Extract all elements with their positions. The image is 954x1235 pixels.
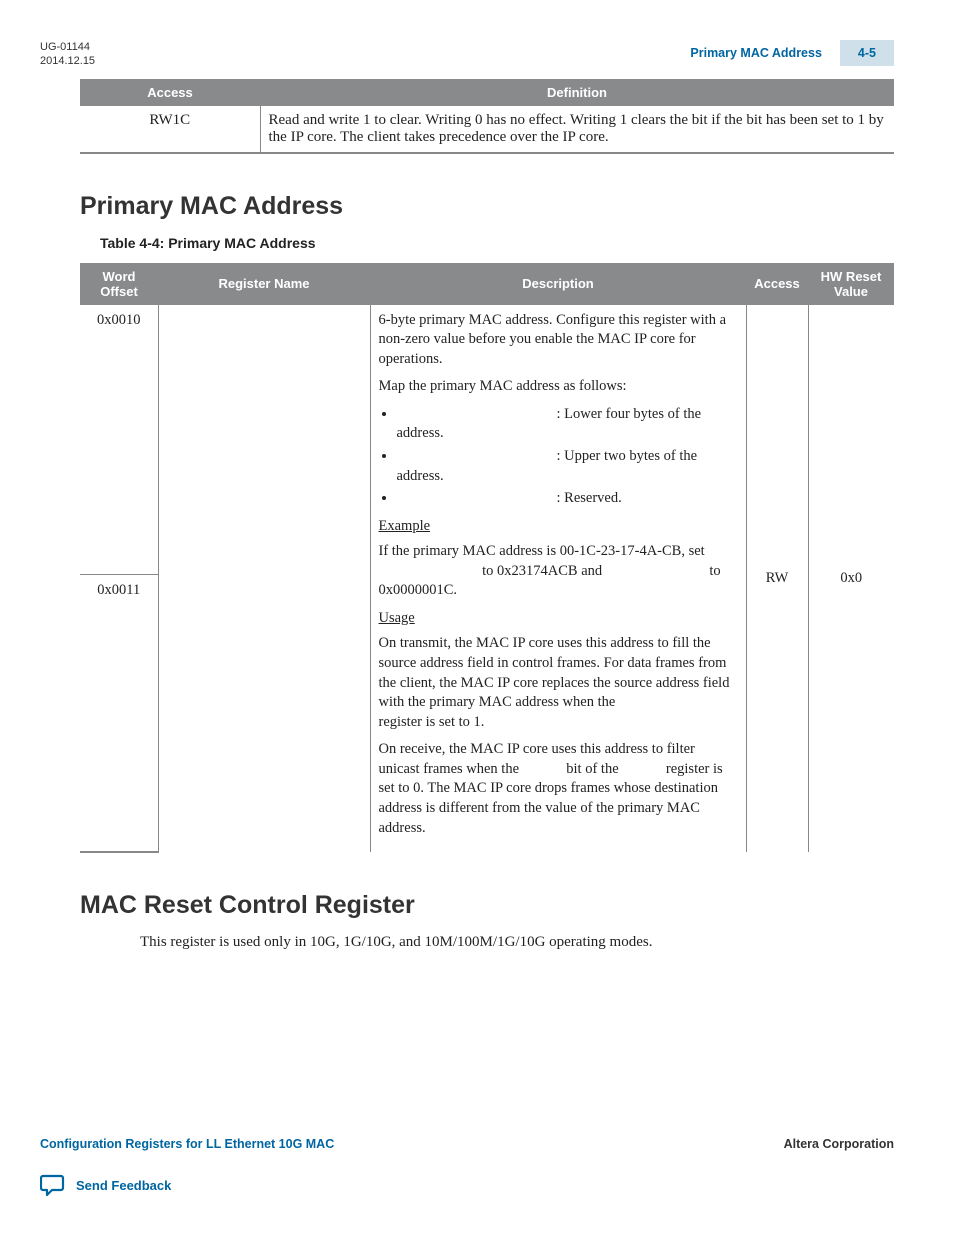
col-description: Description bbox=[370, 263, 746, 305]
col-register-name: Register Name bbox=[158, 263, 370, 305]
cell-definition: Read and write 1 to clear. Writing 0 has… bbox=[260, 106, 894, 153]
doc-date: 2014.12.15 bbox=[40, 54, 95, 68]
header-section-title: Primary MAC Address bbox=[690, 46, 822, 60]
footer-left[interactable]: Configuration Registers for LL Ethernet … bbox=[40, 1137, 334, 1151]
send-feedback-link[interactable]: Send Feedback bbox=[40, 1173, 894, 1197]
desc-list: : Lower four bytes of the address. : Upp… bbox=[379, 405, 738, 509]
usage-p1: On transmit, the MAC IP core uses this a… bbox=[379, 634, 738, 732]
page-number: 4-5 bbox=[840, 40, 894, 66]
cell-reset: 0x0 bbox=[808, 305, 894, 853]
mac-reset-body: This register is used only in 10G, 1G/10… bbox=[140, 934, 894, 951]
desc-p1: 6-byte primary MAC address. Configure th… bbox=[379, 311, 738, 370]
table-caption: Table 4-4: Primary MAC Address bbox=[100, 235, 894, 251]
cell-description: 6-byte primary MAC address. Configure th… bbox=[370, 305, 746, 853]
col-access: Access bbox=[80, 79, 260, 106]
page-header: UG-01144 2014.12.15 Primary MAC Address … bbox=[40, 40, 894, 69]
page-footer: Configuration Registers for LL Ethernet … bbox=[40, 1137, 894, 1197]
col-access: Access bbox=[746, 263, 808, 305]
primary-mac-table: Word Offset Register Name Description Ac… bbox=[80, 263, 894, 854]
desc-p2: Map the primary MAC address as follows: bbox=[379, 377, 738, 397]
example-text: If the primary MAC address is 00-1C-23-1… bbox=[379, 542, 738, 601]
usage-label: Usage bbox=[379, 609, 738, 629]
cell-offset-1: 0x0011 bbox=[80, 574, 158, 852]
cell-register-name bbox=[158, 305, 370, 853]
col-word-offset: Word Offset bbox=[80, 263, 158, 305]
feedback-icon bbox=[40, 1173, 66, 1197]
col-reset: HW Reset Value bbox=[808, 263, 894, 305]
cell-offset-0: 0x0010 bbox=[80, 305, 158, 575]
cell-access: RW bbox=[746, 305, 808, 853]
doc-id-block: UG-01144 2014.12.15 bbox=[40, 40, 95, 69]
example-label: Example bbox=[379, 517, 738, 537]
col-definition: Definition bbox=[260, 79, 894, 106]
heading-mac-reset: MAC Reset Control Register bbox=[80, 891, 894, 920]
usage-p2: On receive, the MAC IP core uses this ad… bbox=[379, 740, 738, 838]
table-row: 0x0010 6-byte primary MAC address. Confi… bbox=[80, 305, 894, 575]
list-item: : Upper two bytes of the address. bbox=[397, 447, 738, 486]
feedback-label: Send Feedback bbox=[76, 1178, 171, 1193]
heading-primary-mac: Primary MAC Address bbox=[80, 192, 894, 221]
list-item: : Lower four bytes of the address. bbox=[397, 405, 738, 444]
header-right: Primary MAC Address 4-5 bbox=[690, 40, 894, 66]
list-item: : Reserved. bbox=[397, 489, 738, 509]
cell-access: RW1C bbox=[80, 106, 260, 153]
doc-id: UG-01144 bbox=[40, 40, 95, 54]
access-definition-table: Access Definition RW1C Read and write 1 … bbox=[80, 79, 894, 154]
footer-right: Altera Corporation bbox=[784, 1137, 894, 1151]
table-row: RW1C Read and write 1 to clear. Writing … bbox=[80, 106, 894, 153]
